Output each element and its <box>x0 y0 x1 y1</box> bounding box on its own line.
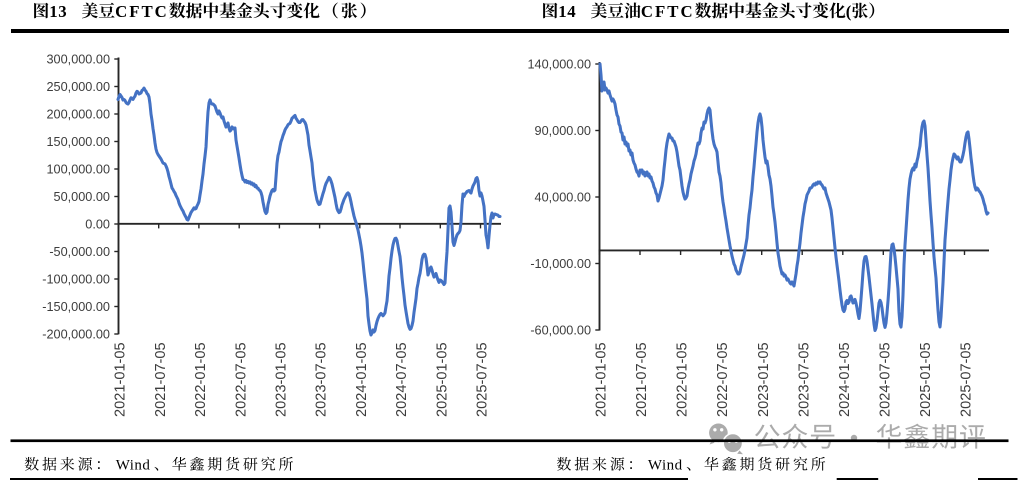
svg-text:2022-07-05: 2022-07-05 <box>715 342 731 417</box>
svg-text:13: 13 <box>49 2 67 21</box>
svg-text:2021-01-05: 2021-01-05 <box>113 342 129 417</box>
svg-text:-100,000.00: -100,000.00 <box>42 272 110 286</box>
svg-text:2024-07-05: 2024-07-05 <box>877 342 893 417</box>
svg-text:-200,000.00: -200,000.00 <box>42 327 110 341</box>
svg-text:(: ( <box>846 2 852 21</box>
svg-text:300,000.00: 300,000.00 <box>47 52 111 66</box>
svg-text:2025-07-05: 2025-07-05 <box>475 342 491 417</box>
svg-text:2021-07-05: 2021-07-05 <box>153 342 169 417</box>
svg-text:Wind: Wind <box>648 458 683 474</box>
svg-text:2024-01-05: 2024-01-05 <box>837 342 853 417</box>
svg-text:50,000.00: 50,000.00 <box>54 190 110 204</box>
svg-text:-50,000.00: -50,000.00 <box>49 245 110 259</box>
svg-text:2025-07-05: 2025-07-05 <box>959 342 975 417</box>
svg-text:2024-01-05: 2024-01-05 <box>354 342 370 417</box>
svg-text:2023-01-05: 2023-01-05 <box>756 342 772 417</box>
svg-text:90,000.00: 90,000.00 <box>535 124 591 138</box>
svg-text:-150,000.00: -150,000.00 <box>42 300 110 314</box>
svg-text:2023-07-05: 2023-07-05 <box>314 342 330 417</box>
svg-text:40,000.00: 40,000.00 <box>535 190 591 204</box>
svg-text:2025-01-05: 2025-01-05 <box>918 342 934 417</box>
svg-text:14: 14 <box>558 2 576 21</box>
svg-text:2022-01-05: 2022-01-05 <box>675 342 691 417</box>
svg-text:200,000.00: 200,000.00 <box>47 107 111 121</box>
svg-text:2022-01-05: 2022-01-05 <box>193 342 209 417</box>
svg-text:150,000.00: 150,000.00 <box>47 135 111 149</box>
svg-text:-10,000.00: -10,000.00 <box>530 257 591 271</box>
svg-text:CFTC: CFTC <box>641 2 695 21</box>
svg-text:100,000.00: 100,000.00 <box>47 162 111 176</box>
svg-text:2024-07-05: 2024-07-05 <box>394 342 410 417</box>
svg-text:2022-07-05: 2022-07-05 <box>233 342 249 417</box>
svg-text:2023-01-05: 2023-01-05 <box>274 342 290 417</box>
svg-text:250,000.00: 250,000.00 <box>47 80 111 94</box>
svg-text:2021-01-05: 2021-01-05 <box>594 342 610 417</box>
svg-text:Wind: Wind <box>116 458 151 474</box>
svg-text:2025-01-05: 2025-01-05 <box>434 342 450 417</box>
svg-text:0.00: 0.00 <box>85 217 110 231</box>
svg-text:-60,000.00: -60,000.00 <box>530 323 591 337</box>
svg-text:2021-07-05: 2021-07-05 <box>634 342 650 417</box>
svg-text:CFTC: CFTC <box>115 2 169 21</box>
svg-text:2023-07-05: 2023-07-05 <box>796 342 812 417</box>
svg-text:140,000.00: 140,000.00 <box>528 57 592 71</box>
